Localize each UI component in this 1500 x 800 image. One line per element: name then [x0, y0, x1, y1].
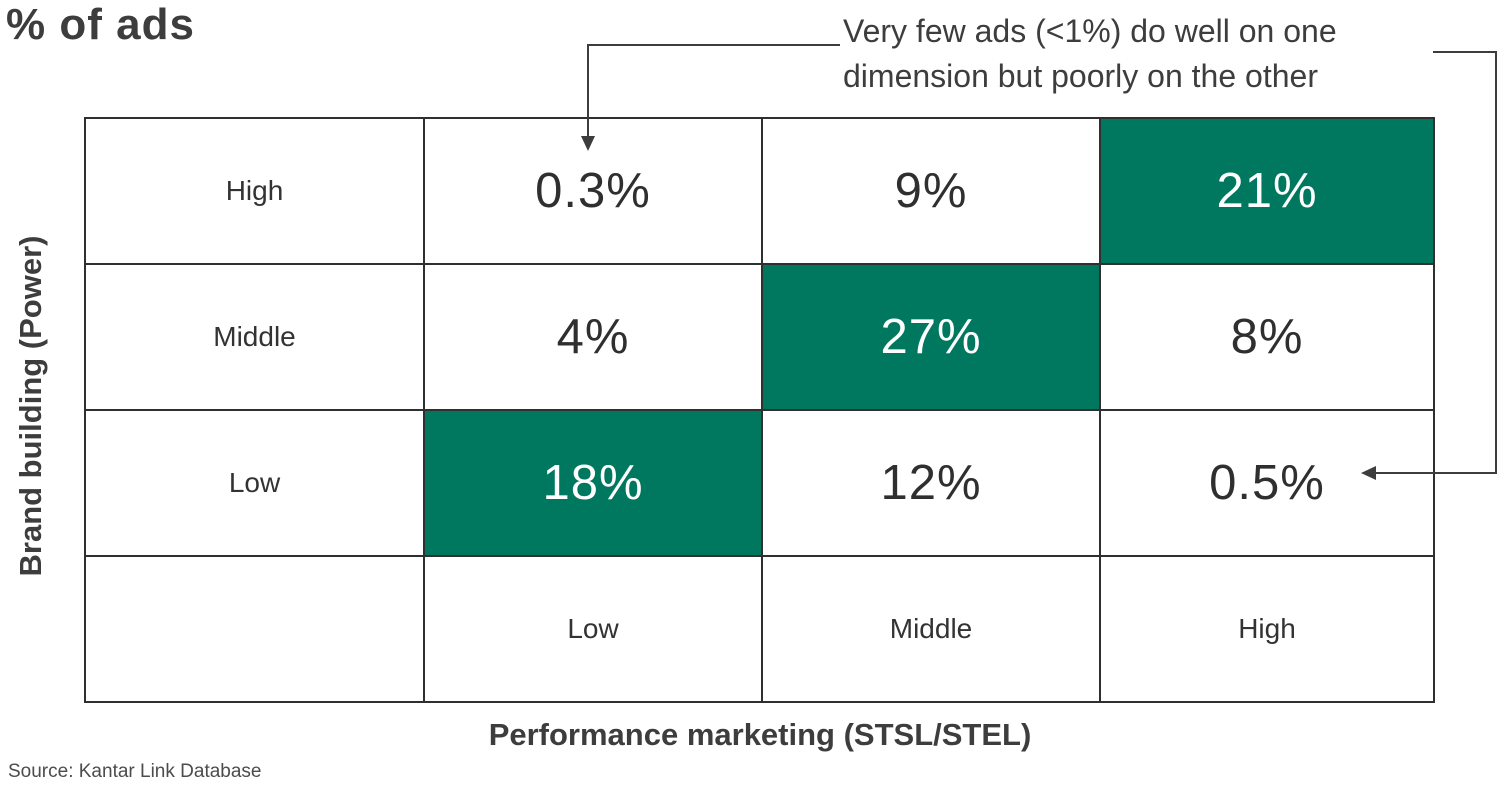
cell-low-middle: 12%: [761, 409, 1101, 557]
row-label-high: High: [84, 117, 425, 265]
cell-high-middle: 9%: [761, 117, 1101, 265]
cell-middle-low: 4%: [423, 263, 763, 411]
table-row-high: High 0.3% 9% 21%: [84, 117, 1435, 265]
cell-high-high: 21%: [1099, 117, 1435, 265]
cell-low-low: 18%: [423, 409, 763, 557]
row-label-low: Low: [84, 409, 425, 557]
table-row-low: Low 18% 12% 0.5%: [84, 409, 1435, 557]
annotation-line-1: Very few ads (<1%) do well on one: [843, 13, 1337, 49]
row-label-middle: Middle: [84, 263, 425, 411]
table-row-middle: Middle 4% 27% 8%: [84, 263, 1435, 411]
annotation-text: Very few ads (<1%) do well on one dimens…: [843, 9, 1337, 99]
empty-corner-cell: [84, 555, 425, 703]
column-label-low: Low: [423, 555, 763, 703]
cell-middle-high: 8%: [1099, 263, 1435, 411]
annotation-line-2: dimension but poorly on the other: [843, 58, 1318, 94]
column-label-middle: Middle: [761, 555, 1101, 703]
y-axis-label: Brand building (Power): [13, 235, 48, 577]
heatmap-table: High 0.3% 9% 21% Middle 4% 27% 8% Low 18…: [84, 117, 1435, 703]
column-label-high: High: [1099, 555, 1435, 703]
cell-high-low: 0.3%: [423, 117, 763, 265]
cell-low-high: 0.5%: [1099, 409, 1435, 557]
table-row-column-labels: Low Middle High: [84, 555, 1435, 703]
cell-middle-middle: 27%: [761, 263, 1101, 411]
x-axis-label: Performance marketing (STSL/STEL): [488, 717, 1032, 752]
chart-title: % of ads: [6, 0, 195, 49]
source-note: Source: Kantar Link Database: [8, 761, 262, 782]
